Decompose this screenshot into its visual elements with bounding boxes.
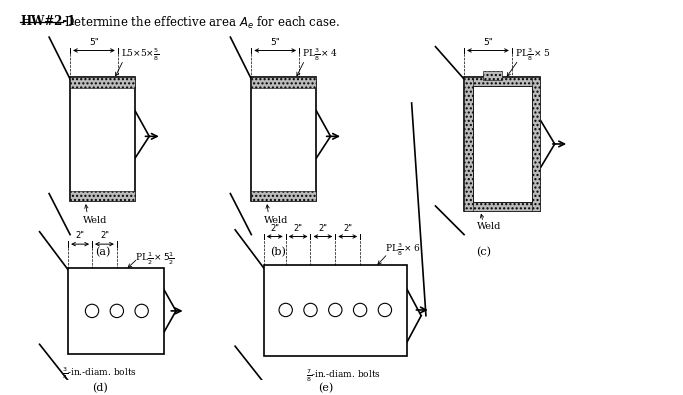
Circle shape — [329, 303, 342, 317]
Circle shape — [279, 303, 292, 317]
Bar — [532, 77, 540, 211]
Bar — [483, 71, 502, 80]
Bar — [464, 77, 473, 211]
Text: PL$\frac{1}{2}\times5\frac{1}{2}$: PL$\frac{1}{2}\times5\frac{1}{2}$ — [135, 251, 175, 267]
Bar — [464, 202, 540, 211]
Text: (b): (b) — [270, 247, 286, 257]
Bar — [464, 77, 540, 211]
Text: 5": 5" — [270, 38, 280, 47]
Text: Weld: Weld — [477, 222, 501, 231]
Text: PL$\frac{3}{8}\times$5: PL$\frac{3}{8}\times$5 — [515, 47, 550, 63]
Bar — [251, 191, 316, 201]
Text: 2": 2" — [76, 231, 85, 240]
Bar — [251, 77, 316, 201]
Bar — [473, 86, 532, 202]
Text: 5": 5" — [483, 38, 493, 47]
Text: 2": 2" — [343, 224, 352, 233]
Text: 2": 2" — [294, 224, 303, 233]
Bar — [68, 268, 164, 354]
Text: (d): (d) — [92, 382, 107, 393]
Text: PL$\frac{3}{8}\times$4: PL$\frac{3}{8}\times$4 — [302, 47, 337, 63]
Text: Weld: Weld — [83, 216, 107, 224]
Bar — [464, 77, 540, 86]
Circle shape — [85, 304, 99, 318]
Bar — [70, 77, 135, 201]
Circle shape — [110, 304, 124, 318]
Text: 2": 2" — [270, 224, 279, 233]
Text: (c): (c) — [475, 247, 490, 257]
Text: L5$\times$5$\times\frac{5}{8}$: L5$\times$5$\times\frac{5}{8}$ — [121, 47, 159, 63]
Text: Weld: Weld — [264, 216, 288, 224]
Text: $\frac{7}{8}$-in.-diam. bolts: $\frac{7}{8}$-in.-diam. bolts — [305, 367, 380, 384]
Circle shape — [304, 303, 317, 317]
Text: Determine the effective area $A_e$ for each case.: Determine the effective area $A_e$ for e… — [64, 15, 340, 31]
Text: PL$\frac{3}{8}\times$6: PL$\frac{3}{8}\times$6 — [385, 241, 420, 258]
Text: 2": 2" — [318, 224, 327, 233]
Text: HW#2-1: HW#2-1 — [20, 15, 76, 28]
Text: (e): (e) — [318, 382, 333, 393]
Circle shape — [135, 304, 148, 318]
Circle shape — [353, 303, 367, 317]
Bar — [264, 265, 407, 356]
Text: 5": 5" — [89, 38, 99, 47]
Circle shape — [378, 303, 391, 317]
Bar — [70, 191, 135, 201]
Text: 2": 2" — [100, 231, 109, 240]
Bar — [70, 77, 135, 88]
Bar — [251, 77, 316, 88]
Text: (a): (a) — [95, 247, 110, 257]
Text: $\frac{3}{4}$-in.-diam. bolts: $\frac{3}{4}$-in.-diam. bolts — [62, 365, 137, 382]
